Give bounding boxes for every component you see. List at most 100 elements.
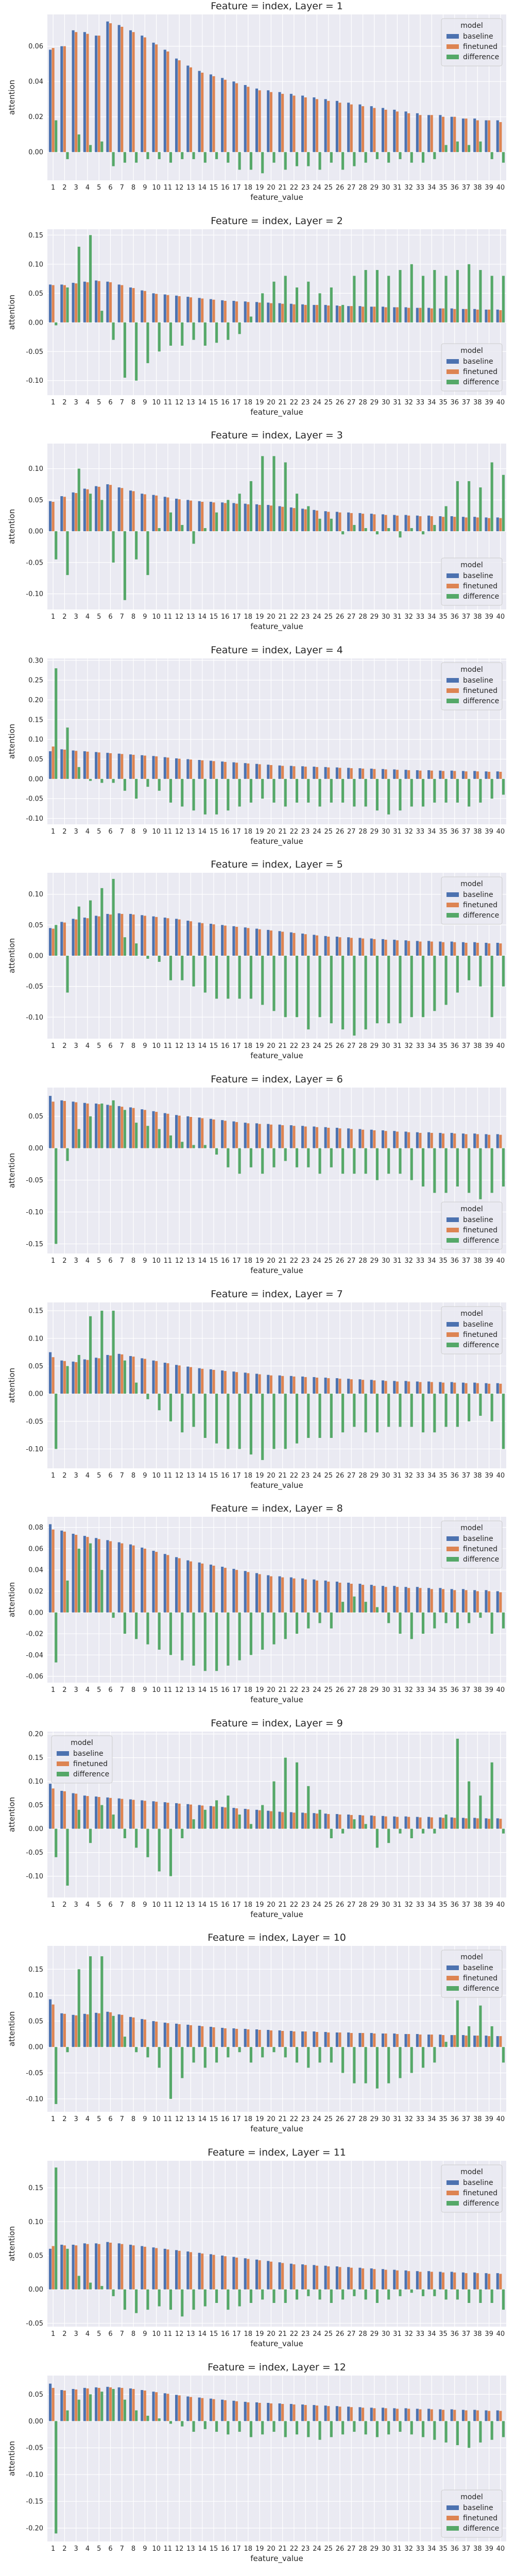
bar-finetuned — [476, 1134, 479, 1148]
bar-difference — [399, 531, 402, 538]
bar-baseline — [278, 931, 281, 956]
x-tick-label: 28 — [358, 1472, 367, 1480]
x-tick-label: 13 — [186, 1257, 195, 1265]
x-tick-label: 18 — [244, 613, 253, 621]
x-tick-label: 3 — [74, 1042, 78, 1050]
x-tick-label: 16 — [221, 1686, 230, 1694]
x-tick-label: 11 — [164, 1901, 173, 1909]
bar-finetuned — [166, 1555, 169, 1613]
bar-finetuned — [97, 2244, 100, 2290]
bar-finetuned — [488, 2274, 491, 2290]
y-tick-label: 0.02 — [28, 113, 43, 121]
bar-difference — [284, 1148, 287, 1161]
x-tick-label: 1 — [51, 613, 55, 621]
x-tick-label: 8 — [131, 184, 135, 192]
x-tick-label: 40 — [496, 184, 505, 192]
bar-difference — [203, 2047, 207, 2068]
bar-baseline — [439, 770, 442, 779]
bar-baseline — [106, 1105, 109, 1148]
bar-finetuned — [52, 285, 55, 323]
bar-baseline — [267, 1810, 270, 1829]
bar-difference — [112, 778, 115, 783]
x-tick-label: 12 — [175, 1686, 184, 1694]
x-tick-label: 26 — [336, 828, 345, 836]
bar-baseline — [175, 758, 178, 779]
bar-finetuned — [212, 299, 215, 323]
bar-baseline — [209, 2254, 212, 2290]
bar-finetuned — [155, 294, 158, 323]
bar-baseline — [381, 306, 385, 323]
bar-finetuned — [338, 768, 341, 779]
x-tick-label: 37 — [462, 1901, 471, 1909]
bar-finetuned — [269, 2030, 272, 2047]
bar-difference — [66, 2248, 69, 2290]
x-tick-label: 31 — [393, 1257, 402, 1265]
bar-finetuned — [86, 918, 89, 956]
bar-baseline — [72, 2388, 75, 2421]
bar-baseline — [381, 2033, 385, 2047]
x-tick-label: 22 — [290, 1042, 299, 1050]
bar-difference — [100, 310, 104, 323]
x-tick-label: 10 — [152, 2545, 161, 2553]
plot-area — [47, 2160, 506, 2327]
bar-difference — [89, 2282, 92, 2290]
bar-baseline — [232, 503, 235, 532]
x-tick-label: 1 — [51, 1472, 55, 1480]
x-tick-label: 37 — [462, 1472, 471, 1480]
legend-label-baseline: baseline — [463, 1216, 493, 1224]
bar-finetuned — [396, 2034, 399, 2047]
bar-baseline — [393, 940, 396, 956]
bar-finetuned — [143, 1801, 146, 1829]
legend-title: model — [71, 1739, 93, 1747]
bar-baseline — [485, 1818, 488, 1829]
chart-title: Feature = index, Layer = 2 — [211, 215, 343, 227]
bar-difference — [444, 1612, 448, 1623]
bar-finetuned — [373, 2033, 376, 2047]
legend-label-difference: difference — [463, 2524, 499, 2533]
bar-difference — [502, 474, 505, 532]
bar-baseline — [358, 2406, 362, 2421]
bar-baseline — [313, 304, 316, 323]
legend-swatch-difference — [446, 1238, 459, 1243]
bar-finetuned — [132, 287, 135, 323]
legend-label-difference: difference — [463, 911, 499, 920]
x-tick-label: 16 — [221, 184, 230, 192]
y-tick-label: 0.30 — [28, 657, 43, 665]
bar-finetuned — [166, 497, 169, 532]
bar-finetuned — [396, 2270, 399, 2290]
bar-difference — [100, 1570, 104, 1613]
x-tick-label: 22 — [290, 613, 299, 621]
bar-finetuned — [109, 1541, 112, 1613]
bar-baseline — [439, 115, 442, 152]
bar-finetuned — [419, 1382, 422, 1394]
bar-finetuned — [488, 771, 491, 779]
bar-difference — [307, 1148, 310, 1167]
bar-difference — [272, 2420, 276, 2432]
bar-finetuned — [338, 1814, 341, 1829]
x-tick-label: 27 — [347, 399, 356, 406]
chart-title: Feature = index, Layer = 7 — [211, 1289, 343, 1300]
bar-difference — [284, 778, 287, 807]
bar-baseline — [48, 284, 52, 323]
x-tick-label: 16 — [221, 1901, 230, 1909]
bar-finetuned — [97, 2013, 100, 2047]
bar-difference — [330, 778, 333, 803]
bar-baseline — [152, 2247, 155, 2290]
bar-baseline — [60, 2244, 63, 2290]
bar-finetuned — [281, 1577, 284, 1613]
bar-finetuned — [201, 73, 204, 152]
x-tick-label: 30 — [382, 2330, 390, 2338]
bar-difference — [89, 1956, 92, 2047]
bar-finetuned — [143, 37, 146, 152]
bar-finetuned — [63, 2390, 66, 2421]
bar-finetuned — [430, 770, 433, 779]
bar-baseline — [186, 1560, 190, 1613]
bar-difference — [169, 152, 173, 163]
bar-baseline — [370, 306, 373, 323]
bar-difference — [399, 1612, 402, 1634]
bar-finetuned — [407, 113, 410, 152]
bar-difference — [272, 1781, 276, 1829]
y-axis-label: attention — [7, 2011, 16, 2046]
x-tick-label: 9 — [143, 2330, 147, 2338]
bar-finetuned — [419, 1817, 422, 1829]
